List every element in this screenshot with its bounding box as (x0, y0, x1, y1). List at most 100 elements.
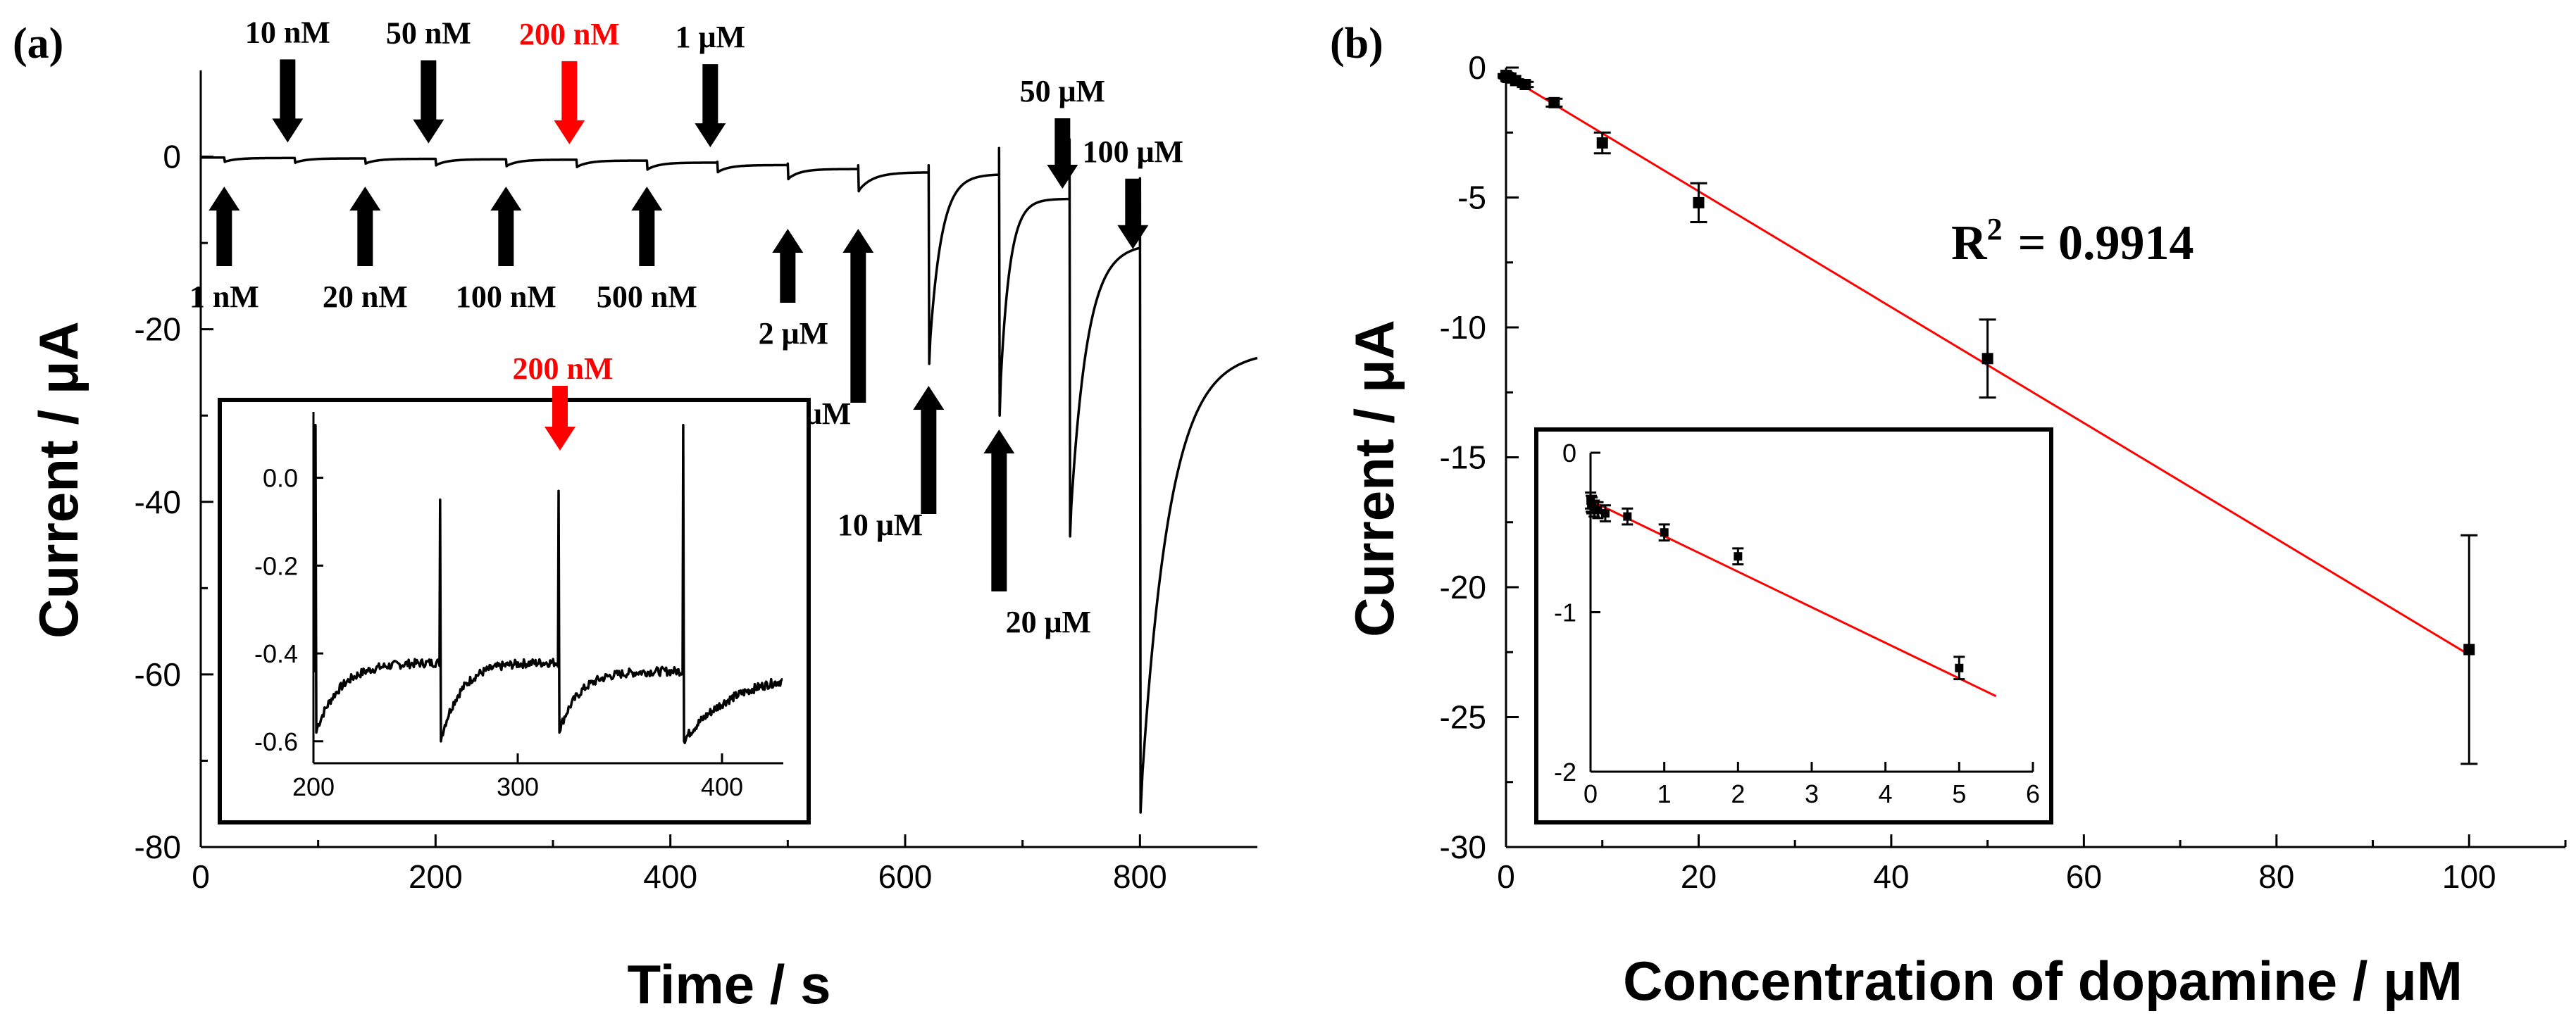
arrow-9 (842, 229, 874, 403)
arrow-0 (209, 187, 240, 266)
b-r2-superscript: 2 (1987, 212, 2003, 246)
inset-b-x-tick-label-2: 2 (1731, 779, 1745, 808)
arrow-10 (913, 386, 945, 514)
b-marker-10 (1596, 137, 1608, 149)
inset-a-x-tick-label-200: 200 (292, 772, 335, 801)
x-tick-label-600: 600 (878, 858, 933, 895)
arrow-5 (554, 61, 585, 144)
inset-b-point-6 (1622, 507, 1634, 526)
arrow-7-shape (695, 64, 726, 148)
inset-b-y-tick-label-1: -1 (1554, 598, 1576, 627)
arrow-3-shape (413, 60, 444, 144)
b-marker-12 (1981, 353, 1993, 365)
step-label-13: 100 μM (1083, 134, 1183, 169)
y-axis-title: Current / μA (27, 321, 89, 639)
inset-b-marker-9 (1955, 663, 1964, 672)
b-y-tick-label-0: 0 (1468, 49, 1486, 86)
arrow-6 (631, 187, 663, 266)
inset-frame-b (1534, 427, 2053, 824)
inset-b-marker-4 (1593, 506, 1603, 515)
inset-b-y-tick-label-2: -2 (1554, 758, 1576, 786)
b-r2-value: = 0.9914 (2018, 216, 2194, 270)
arrow-1-shape (272, 59, 304, 143)
panel-label-b: (b) (1330, 20, 1383, 68)
arrow-5-shape (554, 61, 585, 144)
x-tick-label-200: 200 (409, 858, 463, 895)
y-tick-label-0: 0 (163, 139, 181, 175)
inset-b-marker-6 (1623, 512, 1632, 521)
b-y-tick-label--15: -15 (1440, 439, 1486, 476)
b-point-10 (1593, 131, 1611, 155)
arrow-10-shape (913, 386, 945, 514)
arrow-12-shape (1047, 118, 1078, 189)
inset-b-marker-7 (1660, 528, 1669, 537)
b-marker-7 (1510, 75, 1522, 87)
inset-b-x-tick-label-1: 1 (1657, 779, 1672, 808)
inset-b-point-7 (1658, 523, 1670, 542)
arrow-11-shape (983, 429, 1015, 591)
inset-b-point-8 (1732, 547, 1744, 566)
b-marker-8 (1519, 78, 1531, 90)
inset-b-point-4 (1592, 501, 1604, 520)
arrow-3 (413, 60, 444, 144)
b-y-tick-label--10: -10 (1440, 309, 1486, 346)
inset-b-point-5 (1599, 504, 1611, 522)
x-tick-label-800: 800 (1113, 858, 1167, 895)
arrow-13-shape (1117, 178, 1149, 249)
y-tick-label--20: -20 (135, 311, 181, 348)
inset-b-x-tick-label-4: 4 (1879, 779, 1893, 808)
arrow-12 (1047, 118, 1078, 189)
b-point-13 (2460, 534, 2478, 765)
step-label-6: 500 nM (597, 280, 697, 314)
step-label-8: 2 μM (759, 316, 828, 351)
y-tick-label--80: -80 (135, 829, 181, 865)
b-r2-annotation: R2 = 0.9914 (1951, 212, 2194, 270)
step-label-5: 200 nM (519, 17, 620, 51)
step-label-10: 10 μM (838, 508, 923, 542)
b-point-11 (1690, 182, 1707, 224)
b-y-tick-label--25: -25 (1440, 699, 1486, 736)
b-x-tick-label-40: 40 (1873, 858, 1909, 895)
b-x-axis-title: Concentration of dopamine / μM (1623, 950, 2463, 1012)
arrow-11 (983, 429, 1015, 591)
step-label-0: 1 nM (189, 280, 259, 314)
x-tick-label-400: 400 (643, 858, 697, 895)
arrow-1 (272, 59, 304, 143)
b-point-12 (1979, 318, 1996, 399)
inset-a-arrow (545, 386, 575, 451)
b-marker-11 (1693, 196, 1705, 208)
b-x-tick-label-0: 0 (1497, 858, 1515, 895)
step-label-1: 10 nM (245, 15, 330, 49)
inset-b-x-tick-label-0: 0 (1583, 779, 1598, 808)
arrow-7 (695, 64, 726, 148)
b-y-tick-label--5: -5 (1457, 180, 1486, 216)
arrow-2-shape (349, 187, 381, 266)
inset-b-y-tick-label-0: 0 (1562, 439, 1576, 468)
step-label-4: 100 nM (456, 280, 556, 314)
b-r2-label: R (1951, 216, 1988, 270)
b-marker-9 (1548, 96, 1560, 108)
x-axis-title: Time / s (627, 953, 830, 1015)
arrow-0-shape (209, 187, 240, 266)
arrow-8 (772, 229, 804, 303)
b-x-tick-label-20: 20 (1681, 858, 1717, 895)
b-x-tick-label-60: 60 (2066, 858, 2102, 895)
arrow-2 (349, 187, 381, 266)
b-y-tick-label--30: -30 (1440, 829, 1486, 865)
b-y-tick-label--20: -20 (1440, 569, 1486, 606)
inset-b-point-9 (1953, 656, 1965, 681)
current-trace (201, 138, 1258, 814)
panel-label-a: (a) (13, 20, 63, 68)
panel-a: (a) 0 200 400 600 800 0 -20 -40 -60 -80 Time / s Cu… (13, 15, 1258, 1015)
arrow-6-shape (631, 187, 663, 266)
inset-a-y-tick-label-3: -0.6 (254, 727, 298, 756)
b-x-tick-label-100: 100 (2442, 858, 2496, 895)
arrow-4 (490, 187, 522, 266)
arrow-4-shape (490, 187, 522, 266)
b-x-tick-label-80: 80 (2258, 858, 2294, 895)
inset-a-x-tick-label-400: 400 (701, 772, 743, 801)
y-tick-label--60: -60 (135, 656, 181, 693)
arrow-8-shape (772, 229, 804, 303)
step-label-11: 20 μM (1006, 605, 1091, 639)
